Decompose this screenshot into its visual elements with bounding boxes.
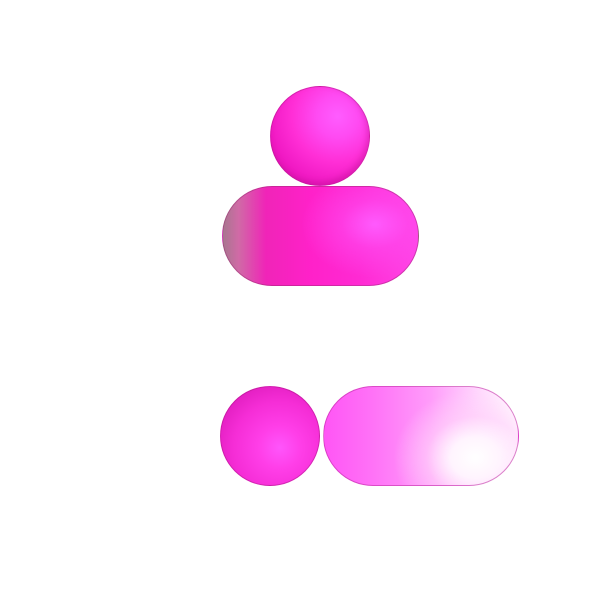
bottom-sphere [220, 386, 320, 486]
top-sphere [270, 86, 370, 186]
bottom-pill [323, 386, 519, 486]
top-pill [222, 186, 419, 286]
